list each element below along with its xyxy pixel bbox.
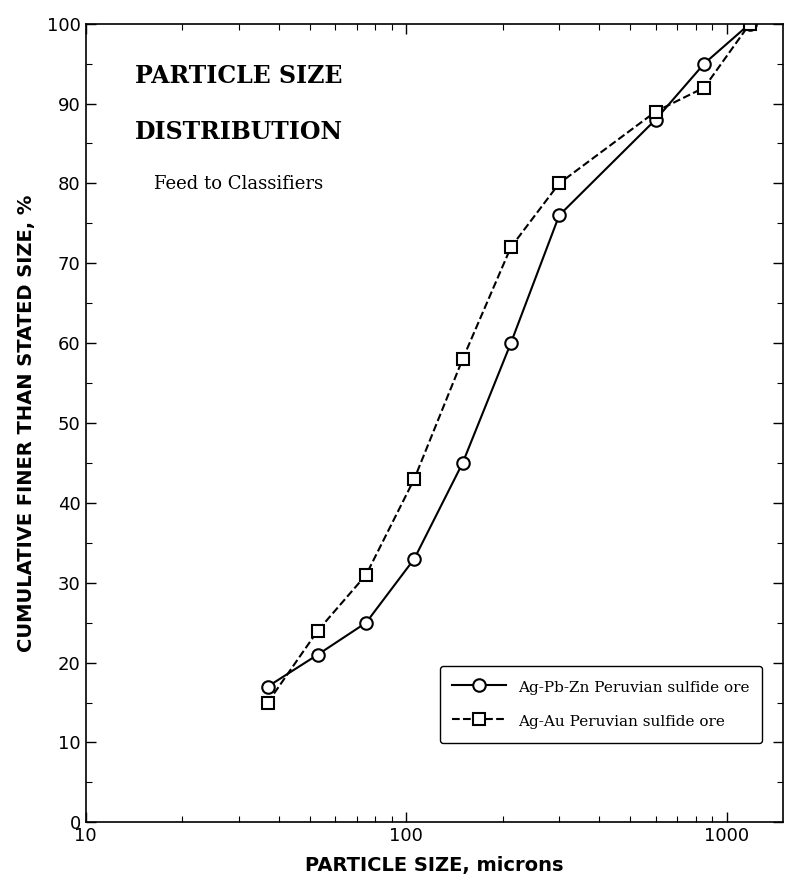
Ag-Pb-Zn Peruvian sulfide ore bbox=[458, 458, 467, 468]
Ag-Pb-Zn Peruvian sulfide ore bbox=[410, 553, 419, 564]
Ag-Pb-Zn Peruvian sulfide ore bbox=[699, 58, 709, 69]
Ag-Pb-Zn Peruvian sulfide ore bbox=[362, 617, 371, 628]
Ag-Au Peruvian sulfide ore bbox=[313, 625, 322, 636]
Y-axis label: CUMULATIVE FINER THAN STATED SIZE, %: CUMULATIVE FINER THAN STATED SIZE, % bbox=[17, 194, 36, 652]
Ag-Au Peruvian sulfide ore bbox=[651, 106, 661, 117]
Ag-Au Peruvian sulfide ore bbox=[506, 242, 516, 252]
Ag-Pb-Zn Peruvian sulfide ore bbox=[263, 681, 273, 692]
Ag-Au Peruvian sulfide ore bbox=[699, 82, 709, 93]
Ag-Pb-Zn Peruvian sulfide ore bbox=[506, 338, 516, 349]
Ag-Au Peruvian sulfide ore bbox=[410, 474, 419, 484]
Text: DISTRIBUTION: DISTRIBUTION bbox=[135, 120, 343, 144]
Ag-Au Peruvian sulfide ore bbox=[362, 569, 371, 580]
Line: Ag-Pb-Zn Peruvian sulfide ore: Ag-Pb-Zn Peruvian sulfide ore bbox=[262, 18, 756, 693]
Legend: Ag-Pb-Zn Peruvian sulfide ore, Ag-Au Peruvian sulfide ore: Ag-Pb-Zn Peruvian sulfide ore, Ag-Au Per… bbox=[440, 665, 762, 743]
Ag-Pb-Zn Peruvian sulfide ore bbox=[313, 649, 322, 660]
Ag-Au Peruvian sulfide ore bbox=[745, 19, 754, 29]
Ag-Pb-Zn Peruvian sulfide ore bbox=[554, 210, 564, 220]
Text: Feed to Classifiers: Feed to Classifiers bbox=[154, 176, 323, 194]
Ag-Au Peruvian sulfide ore bbox=[458, 354, 467, 365]
Line: Ag-Au Peruvian sulfide ore: Ag-Au Peruvian sulfide ore bbox=[262, 18, 755, 708]
Ag-Pb-Zn Peruvian sulfide ore bbox=[745, 19, 754, 29]
Ag-Au Peruvian sulfide ore bbox=[263, 698, 273, 708]
Text: PARTICLE SIZE: PARTICLE SIZE bbox=[135, 63, 342, 87]
Ag-Pb-Zn Peruvian sulfide ore bbox=[651, 114, 661, 125]
Ag-Au Peruvian sulfide ore bbox=[554, 178, 564, 189]
X-axis label: PARTICLE SIZE, microns: PARTICLE SIZE, microns bbox=[305, 856, 564, 875]
